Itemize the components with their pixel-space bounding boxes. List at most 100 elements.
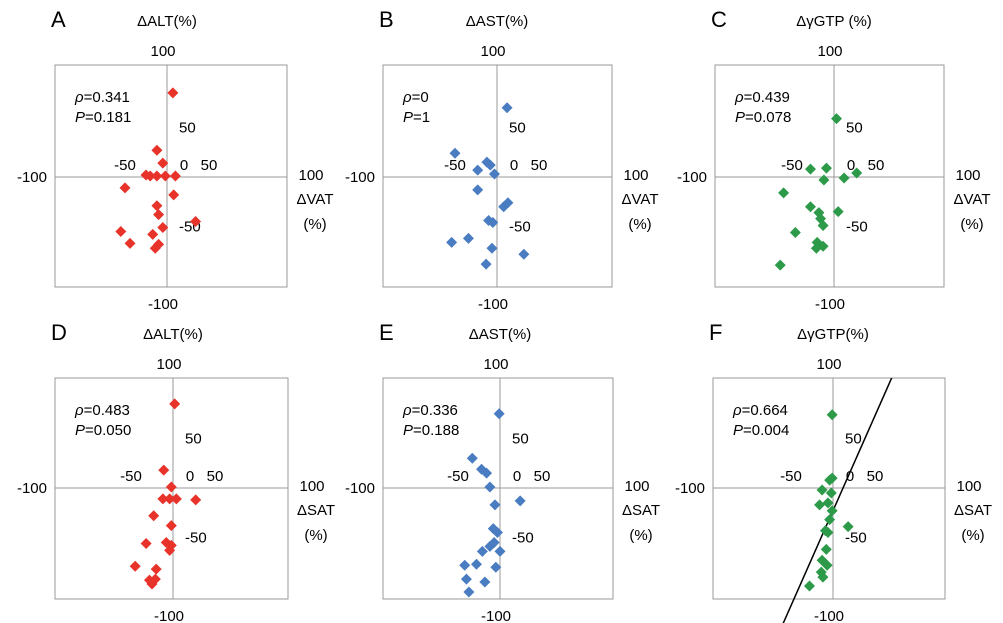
tick-label-y-neg50: -50: [509, 219, 531, 236]
data-point: [446, 236, 458, 248]
panel-letter: B: [379, 7, 394, 32]
plot-frame: [714, 64, 945, 288]
tick-label-x-neg50: -50: [447, 468, 469, 485]
data-point: [463, 586, 475, 598]
data-point: [494, 545, 506, 557]
tick-label-x-50: 50: [201, 157, 218, 174]
data-point: [832, 206, 844, 218]
tick-label-x-neg100: -100: [345, 480, 375, 497]
x-axis-label: ΔVAT: [622, 191, 659, 208]
data-point: [490, 561, 502, 573]
y-axis-label: ΔALT(%): [137, 13, 197, 30]
tick-label-x-50: 50: [207, 468, 224, 485]
data-point: [851, 167, 863, 179]
data-point: [831, 113, 843, 125]
data-point: [146, 578, 158, 590]
data-point: [487, 217, 499, 229]
stat-rho: ρ=0.664: [732, 402, 788, 419]
tick-label-x-0: 0: [513, 468, 521, 485]
tick-label-x-50: 50: [534, 468, 551, 485]
panel-d: D ΔALT(%) 100 -100 50 -50 -100 -50 0 50 100 ΔSAT (%)…: [17, 320, 335, 623]
tick-label-x-neg50: -50: [444, 157, 466, 174]
tick-label-y-neg100: -100: [478, 296, 508, 313]
stat-rho: ρ=0.336: [402, 402, 458, 419]
data-point: [480, 258, 492, 270]
stat-p: P=0.050: [75, 422, 131, 439]
data-point: [486, 242, 498, 254]
data-point: [514, 495, 526, 507]
data-point: [466, 452, 478, 464]
data-point: [164, 493, 176, 505]
tick-label-y-neg100: -100: [148, 296, 178, 313]
tick-label-y-neg50: -50: [846, 219, 868, 236]
data-point: [150, 563, 162, 575]
tick-label-x-neg50: -50: [781, 157, 803, 174]
data-point: [816, 484, 828, 496]
tick-label-x-100: 100: [955, 167, 980, 184]
panel-letter: C: [711, 7, 727, 32]
tick-label-x-neg50: -50: [114, 157, 136, 174]
data-point: [190, 494, 202, 506]
data-point: [165, 520, 177, 532]
tick-label-y-neg100: -100: [814, 608, 844, 623]
data-point: [144, 170, 156, 182]
tick-label-x-100: 100: [624, 478, 649, 495]
data-point: [824, 514, 836, 526]
data-point: [153, 209, 165, 221]
data-point: [518, 248, 530, 260]
tick-label-x-0: 0: [510, 157, 518, 174]
data-point: [488, 168, 500, 180]
data-point: [169, 170, 181, 182]
panel-f: F ΔγGTP(%) 100 -100 50 -50 -100 -50 0 50 100 ΔSAT (%…: [675, 320, 992, 623]
data-point: [151, 200, 163, 212]
x-axis-unit: (%): [304, 527, 327, 544]
data-point: [810, 242, 822, 254]
tick-label-y-100: 100: [816, 356, 841, 373]
data-point: [157, 493, 169, 505]
x-axis-unit: (%): [628, 216, 651, 233]
data-point: [190, 216, 202, 228]
data-point: [115, 225, 127, 237]
tick-label-x-neg50: -50: [120, 468, 142, 485]
data-point: [149, 242, 161, 254]
x-axis-label: ΔSAT: [954, 502, 992, 519]
data-point: [825, 487, 837, 499]
tick-label-x-100: 100: [298, 167, 323, 184]
data-point: [838, 172, 850, 184]
data-point: [826, 409, 838, 421]
tick-label-y-100: 100: [150, 43, 175, 60]
data-point: [484, 159, 496, 171]
data-point: [449, 147, 461, 159]
y-axis-label: ΔγGTP (%): [796, 13, 872, 30]
x-axis-label: ΔVAT: [297, 191, 334, 208]
data-point: [484, 481, 496, 493]
x-axis-label: ΔVAT: [954, 191, 991, 208]
tick-label-y-neg100: -100: [154, 608, 184, 623]
tick-label-x-100: 100: [299, 478, 324, 495]
x-axis-unit: (%): [961, 527, 984, 544]
tick-label-y-50: 50: [512, 431, 529, 448]
tick-label-x-neg100: -100: [345, 169, 375, 186]
data-point: [822, 527, 834, 539]
tick-label-x-50: 50: [867, 468, 884, 485]
tick-label-y-100: 100: [480, 43, 505, 60]
data-point: [488, 536, 500, 548]
tick-label-y-100: 100: [156, 356, 181, 373]
data-point: [814, 499, 826, 511]
tick-label-x-100: 100: [956, 478, 981, 495]
data-point: [129, 560, 141, 572]
tick-label-x-0: 0: [847, 157, 855, 174]
data-point: [824, 474, 836, 486]
data-point: [148, 510, 160, 522]
panel-letter: A: [51, 7, 66, 32]
tick-label-y-50: 50: [509, 120, 526, 137]
regression-line: [782, 378, 893, 623]
data-point: [159, 170, 171, 182]
data-point: [826, 505, 838, 517]
tick-label-y-neg50: -50: [512, 530, 534, 547]
data-point: [470, 558, 482, 570]
y-axis-label: ΔγGTP(%): [797, 326, 869, 343]
y-axis-label: ΔAST(%): [466, 13, 529, 30]
tick-label-y-50: 50: [185, 431, 202, 448]
